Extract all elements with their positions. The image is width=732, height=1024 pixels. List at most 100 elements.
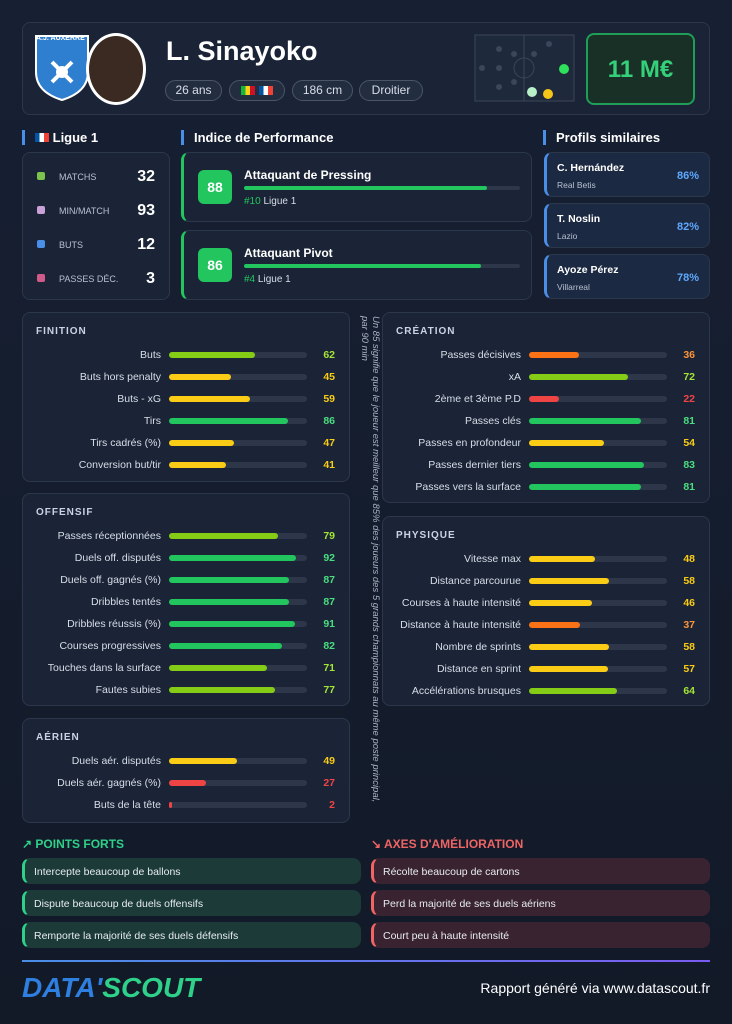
metric-label: Passes en profondeur <box>418 437 521 449</box>
performance-card: 86 Attaquant Pivot #4 Ligue 1 <box>181 230 532 300</box>
score-badge: 88 <box>198 170 232 204</box>
height-tag: 186 cm <box>292 80 353 101</box>
rank-line: #10 Ligue 1 <box>244 196 296 207</box>
metric-value: 57 <box>683 663 695 675</box>
stat-icon <box>37 172 45 180</box>
metric-label: Dribbles réussis (%) <box>67 618 161 630</box>
strengths-item: Intercepte beaucoup de ballons <box>22 858 361 884</box>
metric-label: Courses à haute intensité <box>401 597 521 609</box>
metric-track <box>169 621 307 627</box>
footer-text: Rapport généré via www.datascout.fr <box>480 980 710 996</box>
metric-value: 49 <box>323 755 335 767</box>
metric-bar <box>529 352 579 358</box>
section-title: PHYSIQUE <box>396 530 456 541</box>
metric-track <box>529 578 667 584</box>
metric-value: 81 <box>683 481 695 493</box>
metric-label: Distance à haute intensité <box>400 619 521 631</box>
stat-value: 3 <box>146 270 155 287</box>
similar-club: Lazio <box>557 231 578 241</box>
metric-track <box>529 440 667 446</box>
metric-track <box>169 374 307 380</box>
metric-bar <box>529 418 641 424</box>
weaknesses-title-text: AXES D'AMÉLIORATION <box>383 837 524 851</box>
metric-track <box>529 462 667 468</box>
metric-label: Passes dernier tiers <box>428 459 521 471</box>
metric-track <box>169 802 307 808</box>
metric-track <box>529 600 667 606</box>
metric-label: Touches dans la surface <box>47 662 161 674</box>
metric-label: Distance en sprint <box>436 663 521 675</box>
metric-value: 71 <box>323 662 335 674</box>
rank-league: Ligue 1 <box>263 196 297 207</box>
metric-bar <box>169 599 290 605</box>
metric-bar <box>529 484 641 490</box>
metric-bar <box>169 621 295 627</box>
metric-label: Duels aér. gagnés (%) <box>57 777 161 789</box>
metric-bar <box>169 577 290 583</box>
metric-bar <box>169 396 251 402</box>
metric-value: 37 <box>683 619 695 631</box>
similar-card: Ayoze Pérez Villarreal 78% <box>544 254 710 299</box>
metric-track <box>169 577 307 583</box>
rank-line: #4 Ligue 1 <box>244 274 291 285</box>
metric-bar <box>529 396 560 402</box>
metric-label: Buts <box>139 349 161 361</box>
stat-value: 32 <box>137 168 155 185</box>
metric-label: 2ème et 3ème P.D <box>434 393 521 405</box>
player-photo <box>86 33 146 105</box>
metric-value: 46 <box>683 597 695 609</box>
metric-bar <box>529 440 604 446</box>
metric-bar <box>169 687 276 693</box>
metric-label: Buts - xG <box>117 393 161 405</box>
stat-icon <box>37 240 45 248</box>
market-value: 11 M€ <box>607 56 674 83</box>
weaknesses-title: ↘ AXES D'AMÉLIORATION <box>371 837 524 851</box>
metric-bar <box>169 352 255 358</box>
metric-track <box>169 418 307 424</box>
age-tag: 26 ans <box>165 80 222 101</box>
league-card: MATCHS 32 MIN/MATCH 93 BUTS 12 PASSES DÉC. 3 <box>22 152 170 300</box>
metric-label: Tirs cadrés (%) <box>90 437 161 449</box>
metric-track <box>169 643 307 649</box>
metric-bar <box>169 418 288 424</box>
metric-bar <box>529 644 610 650</box>
metric-track <box>169 462 307 468</box>
strengths-text: Dispute beaucoup de duels offensifs <box>34 898 204 910</box>
similar-club: Villarreal <box>557 282 590 292</box>
similar-match: 78% <box>676 272 699 284</box>
metric-value: 77 <box>323 684 335 696</box>
stat-icon <box>37 206 45 214</box>
role: Attaquant de Pressing <box>244 168 372 182</box>
stat-icon <box>37 274 45 282</box>
metric-label: Vitesse max <box>464 553 521 565</box>
metric-track <box>169 665 307 671</box>
note: Un 85 signifie que le joueur est meilleu… <box>359 316 381 803</box>
metric-bar <box>529 462 644 468</box>
metric-label: Conversion but/tir <box>78 459 161 471</box>
metric-bar <box>169 533 279 539</box>
weaknesses-text: Récolte beaucoup de cartons <box>383 866 520 878</box>
metric-track <box>529 374 667 380</box>
value-box <box>586 33 695 105</box>
metric-bar <box>169 780 207 786</box>
metric-track <box>169 396 307 402</box>
metric-bar <box>529 622 581 628</box>
metric-bar <box>169 758 237 764</box>
stat-label: PASSES DÉC. <box>59 274 119 284</box>
metric-value: 58 <box>683 575 695 587</box>
metric-label: Nombre de sprints <box>435 641 521 653</box>
stat-label: BUTS <box>59 240 84 250</box>
metric-value: 82 <box>323 640 335 652</box>
weaknesses-item: Court peu à haute intensité <box>371 922 710 948</box>
score-track <box>244 186 520 190</box>
metric-bar <box>529 666 608 672</box>
similar-match: 86% <box>676 170 699 182</box>
rank: #10 <box>244 196 261 207</box>
league-heading: Ligue 1 <box>22 130 98 145</box>
metric-track <box>169 555 307 561</box>
stat-label: MIN/MATCH <box>59 206 110 216</box>
metric-track <box>529 688 667 694</box>
section-card: FINITION Buts 62 Buts hors penalty 45 Buts - … <box>22 312 350 482</box>
metric-label: Buts hors penalty <box>79 371 161 383</box>
weaknesses-item: Récolte beaucoup de cartons <box>371 858 710 884</box>
